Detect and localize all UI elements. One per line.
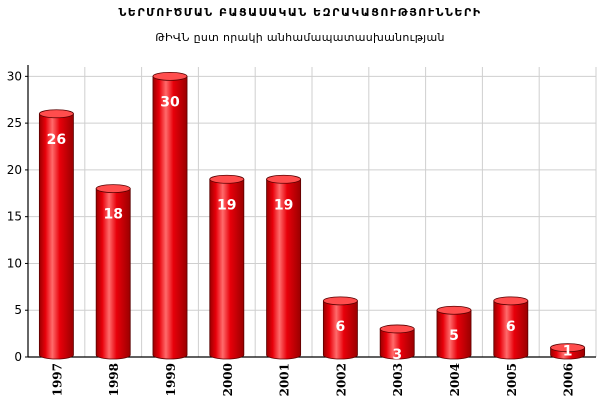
bar — [39, 114, 73, 359]
bar-top — [437, 306, 471, 314]
x-tick-label: 2003 — [391, 363, 405, 396]
data-label: 26 — [47, 132, 66, 148]
x-tick-label: 2001 — [278, 363, 292, 396]
x-tick-label: 2005 — [505, 363, 519, 396]
data-label: 3 — [392, 347, 402, 363]
y-tick-label: 20 — [7, 163, 22, 177]
bar-top — [494, 297, 528, 305]
y-tick-label: 25 — [7, 116, 22, 130]
data-label: 18 — [103, 207, 122, 223]
bar-top — [267, 175, 301, 183]
data-label: 19 — [217, 197, 236, 213]
bar-top — [380, 325, 414, 333]
bar-top — [210, 175, 244, 183]
y-tick-label: 5 — [14, 303, 22, 317]
data-label: 6 — [506, 319, 516, 335]
data-label: 5 — [449, 328, 459, 344]
bar-top — [323, 297, 357, 305]
x-tick-label: 2006 — [562, 363, 576, 396]
data-label: 6 — [336, 319, 346, 335]
bar — [153, 76, 187, 359]
data-label: 1 — [563, 344, 573, 360]
x-tick-label: 1999 — [164, 363, 178, 396]
y-tick-label: 15 — [7, 210, 22, 224]
x-tick-label: 2000 — [221, 363, 235, 396]
y-tick-label: 0 — [14, 350, 22, 364]
x-tick-label: 1997 — [50, 363, 64, 396]
bar-top — [153, 72, 187, 80]
x-tick-label: 1998 — [107, 363, 121, 396]
bar-top — [39, 110, 73, 118]
bar-top — [96, 185, 130, 193]
y-tick-label: 10 — [7, 256, 22, 270]
y-tick-label: 30 — [7, 69, 22, 83]
data-label: 19 — [274, 197, 293, 213]
x-tick-label: 2004 — [448, 363, 462, 396]
x-tick-label: 2002 — [334, 363, 348, 396]
data-label: 30 — [160, 94, 180, 110]
